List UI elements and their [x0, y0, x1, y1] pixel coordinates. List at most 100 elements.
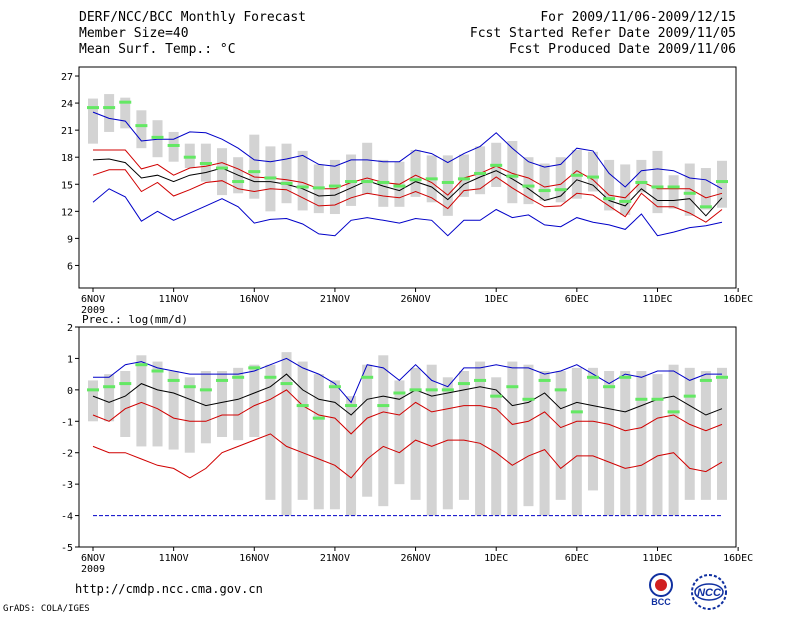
median-mark — [490, 394, 503, 398]
median-mark — [683, 191, 696, 195]
median-mark — [119, 382, 132, 386]
ensemble-box — [700, 371, 711, 500]
median-mark — [280, 181, 293, 185]
ensemble-box — [217, 148, 228, 196]
median-mark — [474, 171, 487, 175]
ensemble-box — [249, 364, 260, 437]
median-mark — [232, 375, 245, 379]
median-mark — [264, 176, 277, 180]
ensemble-box — [700, 168, 711, 210]
ensemble-box — [668, 364, 679, 516]
series-min-line — [92, 188, 723, 237]
median-mark — [377, 180, 390, 184]
x-tick-label: 21NOV — [320, 553, 350, 564]
plot-frame — [78, 326, 737, 548]
median-mark — [87, 106, 99, 110]
median-mark — [377, 404, 390, 408]
median-mark — [683, 394, 696, 398]
median-mark — [328, 385, 341, 389]
x-tick-label: 2009 — [81, 564, 105, 575]
bcc-logo-text: BCC — [651, 597, 671, 607]
median-mark — [151, 369, 164, 373]
ensemble-box — [523, 364, 534, 507]
series-mean-line — [92, 373, 723, 416]
median-mark — [248, 170, 261, 174]
ensemble-box — [717, 367, 727, 500]
ensemble-box — [652, 150, 663, 214]
median-mark — [264, 375, 277, 379]
y-tick-label: 2 — [67, 323, 73, 334]
series-lower-line — [92, 169, 723, 223]
x-tick-label: 6NOV — [81, 553, 105, 564]
ensemble-box — [410, 367, 421, 500]
ensemble-box — [104, 374, 115, 422]
median-mark — [393, 184, 406, 188]
median-mark — [216, 378, 229, 382]
x-tick-label: 6DEC — [565, 553, 589, 564]
ensemble-box — [523, 157, 534, 205]
y-tick-label: 0 — [67, 386, 73, 397]
x-tick-label: 21NOV — [320, 294, 350, 305]
median-mark — [474, 378, 487, 382]
median-mark — [667, 185, 680, 189]
median-mark — [103, 385, 116, 389]
median-mark — [425, 388, 438, 392]
variable-label: Mean Surf. Temp.: °C — [79, 42, 236, 57]
y-tick-label: 1 — [67, 354, 73, 365]
ensemble-box — [104, 94, 115, 132]
ensemble-box — [184, 377, 195, 453]
median-mark — [522, 184, 535, 188]
y-tick-label: -5 — [61, 543, 73, 554]
median-mark — [216, 166, 229, 170]
median-mark — [699, 378, 712, 382]
x-tick-label: 1DEC — [484, 553, 508, 564]
ncc-logo-text: NCC — [697, 587, 722, 599]
median-mark — [199, 388, 212, 392]
median-mark — [103, 106, 116, 110]
x-tick-label: 16NOV — [239, 294, 269, 305]
median-mark — [312, 186, 325, 190]
x-tick-label: 16DEC — [723, 553, 753, 564]
series-upper-line — [93, 149, 723, 199]
median-mark — [280, 382, 293, 386]
ensemble-box — [346, 396, 357, 516]
x-tick-label: 26NOV — [401, 553, 431, 564]
median-mark — [570, 410, 583, 414]
source-url[interactable]: http://cmdp.ncc.cma.gov.cn — [75, 582, 263, 596]
median-mark — [296, 185, 309, 189]
median-mark — [151, 135, 164, 139]
precip-panel-title: Prec.: log(mm/d) — [82, 313, 188, 326]
ensemble-box — [620, 164, 631, 215]
y-tick-label: 18 — [61, 153, 73, 164]
y-tick-label: 9 — [67, 234, 73, 245]
median-mark — [393, 391, 406, 395]
ensemble-box — [571, 367, 582, 516]
ensemble-box — [281, 352, 292, 516]
ensemble-box — [249, 134, 260, 199]
ensemble-box — [668, 175, 679, 209]
median-mark — [135, 363, 148, 367]
ensemble-box — [539, 371, 550, 516]
median-mark — [328, 184, 341, 188]
ensemble-box — [507, 361, 518, 516]
median-mark — [603, 385, 616, 389]
ensemble-box — [426, 364, 437, 516]
median-mark — [506, 385, 519, 389]
median-mark — [490, 163, 503, 167]
median-mark — [667, 410, 680, 414]
ncc-logo: NCC — [691, 574, 727, 610]
median-mark — [232, 180, 245, 184]
median-mark — [441, 388, 454, 392]
ensemble-box — [604, 159, 615, 211]
median-mark — [409, 388, 422, 392]
y-tick-label: 15 — [61, 180, 73, 191]
ensemble-box — [136, 110, 147, 149]
y-tick-label: 27 — [61, 72, 73, 83]
ensemble-box — [200, 371, 211, 444]
series-max-line — [92, 111, 723, 190]
median-mark — [538, 378, 551, 382]
median-mark — [167, 378, 180, 382]
ensemble-box — [378, 355, 389, 507]
